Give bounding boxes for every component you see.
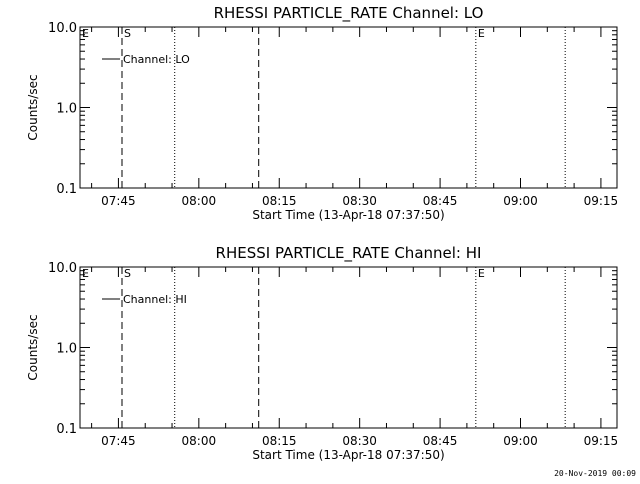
x-tick-label: 08:15 (262, 194, 297, 208)
x-tick-label: 09:15 (584, 194, 619, 208)
legend-label: Channel: LO (123, 53, 190, 66)
y-tick-label: 0.1 (56, 422, 77, 437)
chart-panel-1: RHESSI PARTICLE_RATE Channel: LO 0.1 1.0 10… (26, 4, 618, 222)
y-tick-label: 1.0 (56, 342, 77, 357)
y-axis-label: Counts/sec (26, 314, 40, 380)
x-tick-label: 08:30 (342, 434, 377, 448)
x-tick-label: 08:45 (423, 194, 458, 208)
x-axis-label: Start Time (13-Apr-18 07:37:50) (252, 208, 444, 222)
event-flag-E: E (82, 267, 89, 280)
x-tick-label: 09:00 (503, 434, 538, 448)
x-tick-label: 08:30 (342, 194, 377, 208)
x-tick-label: 08:00 (182, 194, 217, 208)
plot-frame (80, 267, 617, 428)
y-tick-label: 0.1 (56, 182, 77, 197)
event-flag-S: S (124, 27, 131, 40)
x-tick-label: 09:15 (584, 434, 619, 448)
x-tick-label: 07:45 (101, 194, 136, 208)
chart-title: RHESSI PARTICLE_RATE Channel: LO (214, 4, 484, 23)
event-flag-E: E (82, 27, 89, 40)
y-tick-label: 10.0 (48, 21, 77, 36)
event-flag-S: S (124, 267, 131, 280)
x-axis-label: Start Time (13-Apr-18 07:37:50) (252, 448, 444, 462)
chart-title: RHESSI PARTICLE_RATE Channel: HI (216, 244, 482, 263)
plot-frame (80, 27, 617, 188)
y-axis-label: Counts/sec (26, 74, 40, 140)
x-tick-label: 08:15 (262, 434, 297, 448)
chart-panel-2: RHESSI PARTICLE_RATE Channel: HI 0.1 1.0 10… (26, 244, 618, 462)
date-stamp: 20-Nov-2019 00:09 (554, 469, 636, 478)
x-tick-label: 07:45 (101, 434, 136, 448)
x-tick-label: 08:45 (423, 434, 458, 448)
event-flag-E: E (478, 27, 485, 40)
y-tick-label: 1.0 (56, 102, 77, 117)
event-flag-E: E (478, 267, 485, 280)
legend-label: Channel: HI (123, 293, 187, 306)
x-tick-label: 08:00 (182, 434, 217, 448)
x-tick-label: 09:00 (503, 194, 538, 208)
y-tick-label: 10.0 (48, 261, 77, 276)
